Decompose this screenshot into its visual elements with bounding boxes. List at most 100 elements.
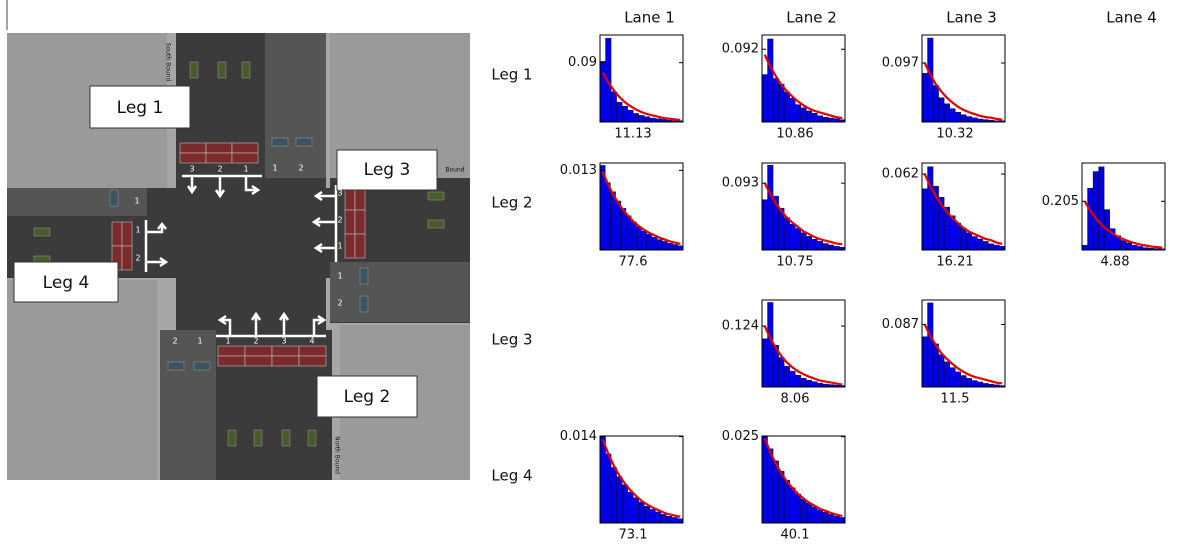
street-name: Bound: [445, 167, 464, 174]
y-tick-label: 0.093: [722, 176, 759, 191]
fit-curve: [763, 54, 843, 120]
lane-number: 2: [172, 337, 177, 346]
bar: [949, 367, 956, 388]
bar: [767, 302, 774, 388]
bar: [610, 467, 617, 524]
bar: [616, 102, 623, 123]
histogram: 0.092 10.86: [722, 34, 846, 142]
y-tick-label: 0.097: [882, 55, 919, 70]
bar: [811, 381, 818, 388]
bar: [672, 244, 679, 251]
outbound-lanes: [265, 33, 326, 178]
bar: [921, 73, 928, 123]
lane-number: 1: [225, 337, 230, 346]
lane-number: 2: [135, 254, 140, 263]
bar: [789, 371, 796, 388]
leg-label: Leg 2: [344, 387, 391, 407]
bar: [599, 436, 606, 524]
plot-frame: [761, 162, 846, 251]
intersection-diagram: [7, 33, 470, 480]
plot-frame: [921, 162, 1006, 251]
bar: [778, 357, 785, 388]
bar: [817, 115, 824, 123]
row-header: Leg 1: [491, 66, 532, 84]
bar: [767, 38, 774, 123]
fit-curve: [763, 182, 843, 246]
bar: [932, 85, 939, 123]
bar: [982, 383, 989, 388]
bar: [1126, 242, 1133, 251]
bar: [800, 107, 807, 123]
bar: [761, 74, 768, 123]
bar: [789, 98, 796, 123]
bar: [949, 108, 956, 123]
plot-frame: [921, 299, 1006, 388]
bar: [960, 375, 967, 388]
turn-arrows: [144, 174, 338, 338]
bar: [795, 228, 801, 251]
bar: [817, 241, 824, 251]
bar: [955, 222, 961, 251]
bar: [921, 188, 928, 251]
bar: [625, 215, 632, 251]
bar: [638, 501, 645, 524]
bar: [761, 436, 768, 524]
bar: [1120, 240, 1127, 251]
bar: [616, 476, 623, 524]
plot-frame: [761, 299, 846, 388]
bar: [811, 113, 818, 123]
plot-frame: [599, 34, 684, 123]
x-label: 16.21: [936, 255, 973, 270]
bar: [783, 366, 790, 388]
bar: [666, 516, 673, 524]
bar: [811, 239, 818, 251]
y-tick-label: 0.124: [722, 319, 759, 334]
bar: [806, 236, 812, 251]
x-label: 10.86: [776, 127, 813, 142]
bar: [988, 243, 995, 251]
histogram: 0.205 4.88: [1042, 162, 1166, 270]
bar: [677, 245, 684, 251]
lane-number: 1: [337, 272, 342, 281]
fit-curve: [763, 325, 843, 386]
lane-number: 1: [134, 197, 139, 206]
leg-label: Leg 3: [364, 160, 411, 180]
bar: [938, 97, 945, 123]
bar: [610, 91, 617, 123]
y-tick-label: 0.062: [882, 167, 919, 182]
x-label: 10.75: [776, 255, 813, 270]
bar: [839, 517, 846, 524]
bar: [621, 105, 628, 123]
bar: [761, 338, 768, 388]
bar: [778, 471, 785, 524]
bar: [649, 509, 656, 524]
y-tick-label: 0.013: [560, 163, 597, 178]
bar: [599, 61, 606, 123]
plot-frame: [921, 34, 1006, 123]
street-name: North Bound: [334, 436, 341, 474]
street-name: South Bound: [165, 43, 172, 82]
x-label: 77.6: [619, 255, 648, 270]
bar: [932, 343, 939, 388]
bar: [1098, 166, 1105, 251]
column-header: Lane 1: [624, 9, 675, 27]
plot-frame: [599, 435, 684, 524]
lane-number: 1: [197, 337, 202, 346]
y-tick-label: 0.205: [1042, 194, 1079, 209]
histogram: 0.013 77.6: [560, 162, 684, 270]
bar: [636, 226, 642, 251]
fit-curve: [923, 62, 1003, 121]
lane-number: 3: [281, 337, 286, 346]
x-label: 40.1: [781, 528, 810, 543]
bar: [778, 83, 785, 123]
x-label: 4.88: [1101, 255, 1130, 270]
bar: [649, 117, 656, 123]
bar: [795, 104, 801, 123]
bar: [971, 117, 978, 123]
leg-label: Leg 4: [43, 273, 90, 293]
bar: [955, 112, 961, 123]
bar: [662, 241, 668, 251]
diagram-labels: Leg 1 Leg 2 Leg 3 Leg 4 South Bound North Bou…: [43, 43, 465, 474]
bar: [671, 517, 678, 524]
